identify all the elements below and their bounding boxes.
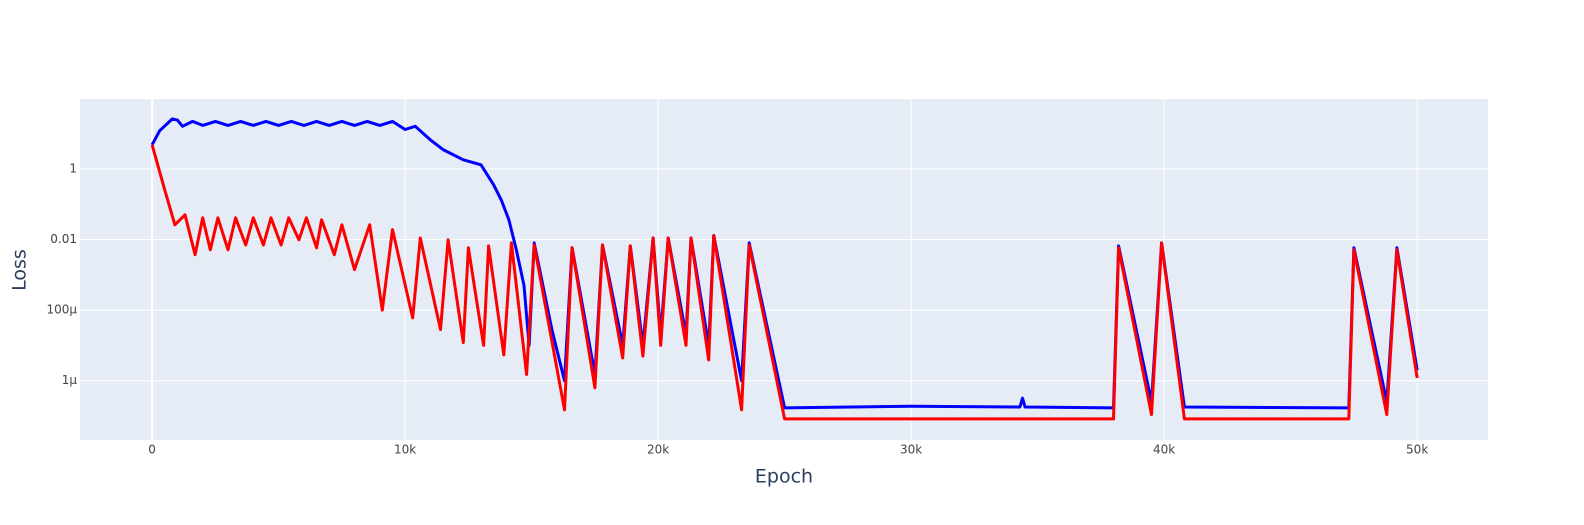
y-tick-label: 1 — [69, 161, 77, 175]
y-axis-title: Loss — [9, 249, 31, 291]
x-tick-label: 50k — [1406, 443, 1428, 457]
x-tick-label: 30k — [900, 443, 922, 457]
x-axis-title: Epoch — [755, 466, 813, 488]
y-tick-label: 1µ — [62, 373, 78, 387]
x-tick-label: 20k — [647, 443, 669, 457]
y-tick-label: 100µ — [46, 303, 77, 317]
y-tick-label: 0.01 — [50, 232, 77, 246]
x-tick-label: 40k — [1153, 443, 1175, 457]
plot-area — [80, 99, 1488, 440]
x-tick-label: 10k — [394, 443, 416, 457]
x-tick-label: 0 — [148, 443, 156, 457]
series-line — [150, 144, 1419, 421]
